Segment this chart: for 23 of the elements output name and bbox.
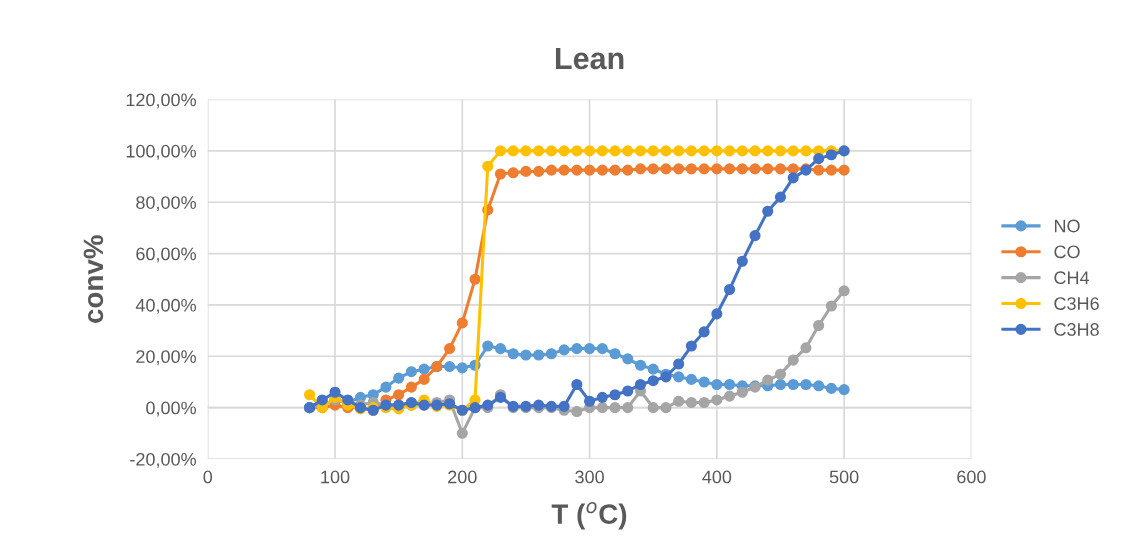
x-tick-label: 0	[203, 470, 213, 484]
x-tick-label: 600	[957, 470, 986, 484]
y-tick-label: 60,00%	[136, 247, 197, 263]
y-tick-label: 100,00%	[126, 144, 197, 160]
y-axis-title: conv%	[83, 235, 104, 323]
y-tick-label: 20,00%	[136, 350, 197, 366]
y-tick-label: 120,00%	[126, 93, 197, 109]
x-axis-title: T ($^{o}$C)	[551, 502, 627, 530]
legend-label: C3H6	[1054, 297, 1099, 310]
x-tick-label: 500	[829, 470, 859, 484]
legend-label: NO	[1054, 219, 1080, 233]
legend-label: CO	[1054, 245, 1080, 259]
x-tick-label: 100	[321, 470, 350, 484]
x-tick-label: 200	[448, 470, 477, 484]
y-tick-label: 80,00%	[136, 196, 197, 212]
y-tick-label: -20,00%	[130, 452, 197, 468]
x-tick-label: 300	[575, 470, 604, 484]
x-tick-label: 400	[702, 470, 732, 484]
legend-label: C3H8	[1054, 323, 1099, 336]
chart-title: Lean	[555, 47, 624, 70]
y-tick-label: 40,00%	[135, 298, 197, 314]
y-tick-label: 0,00%	[146, 401, 196, 417]
legend-label: CH4	[1054, 271, 1090, 285]
